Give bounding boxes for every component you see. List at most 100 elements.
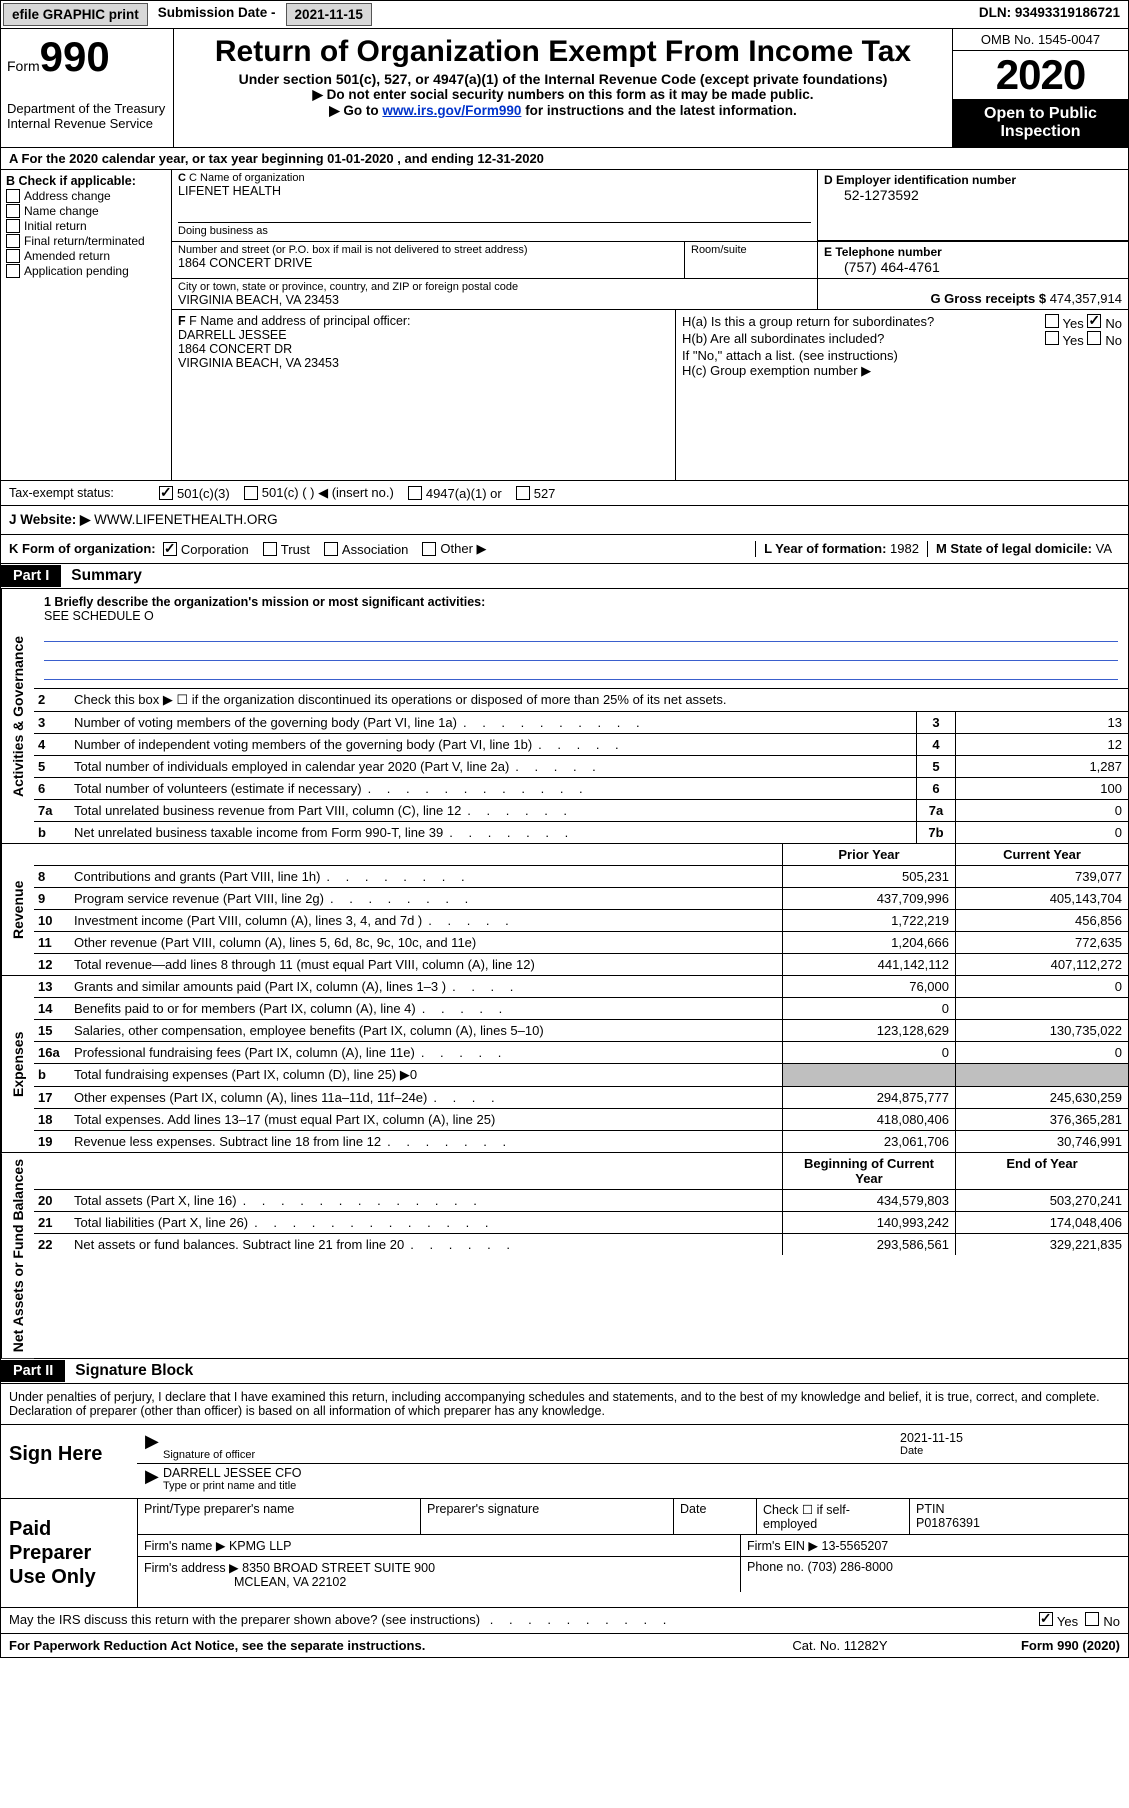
irs-link[interactable]: www.irs.gov/Form990 [382,103,521,118]
note-ssn: ▶ Do not enter social security numbers o… [182,87,944,103]
sig-date: 2021-11-15 [900,1431,1120,1445]
tax-501c3-checkbox[interactable] [159,486,173,500]
form-title: Return of Organization Exempt From Incom… [182,35,944,69]
omb-number: OMB No. 1545-0047 [953,29,1128,51]
check-address-change[interactable]: Address change [6,189,166,203]
col-d-e: D Employer identification number 52-1273… [817,170,1128,241]
line-12: Total revenue—add lines 8 through 11 (mu… [70,954,782,975]
firm-phone-value: (703) 286-8000 [807,1560,892,1574]
preparer-selfemp[interactable]: Check ☐ if self-employed [757,1499,910,1534]
officer-typed-name: DARRELL JESSEE CFO [163,1466,1120,1480]
paperwork-notice: For Paperwork Reduction Act Notice, see … [9,1638,740,1653]
tax-4947-checkbox[interactable] [408,486,422,500]
row-k: K Form of organization: Corporation Trus… [1,535,1128,564]
hb-label: H(b) Are all subordinates included? [682,331,1045,348]
ha-label: H(a) Is this a group return for subordin… [682,314,1045,331]
k-assoc-checkbox[interactable] [324,542,338,556]
form-subtitle: Under section 501(c), 527, or 4947(a)(1)… [182,71,944,87]
dept-text: Department of the Treasury Internal Reve… [7,101,167,131]
phone-value: (757) 464-4761 [824,259,1122,275]
part2-header: Part II Signature Block [1,1359,1128,1384]
col-c-org: C C Name of organization LIFENET HEALTH … [172,170,1128,480]
form-ref: Form 990 (2020) [940,1638,1120,1653]
ha-yes-checkbox[interactable] [1045,314,1059,328]
submission-date: 2021-11-15 [286,3,372,26]
form-number: Form990 [7,33,167,81]
check-application-pending[interactable]: Application pending [6,264,166,278]
hb-yes-checkbox[interactable] [1045,331,1059,345]
line-17: Other expenses (Part IX, column (A), lin… [70,1087,782,1108]
dba-label: Doing business as [178,225,811,237]
line-5: Total number of individuals employed in … [70,756,916,777]
discuss-yes-checkbox[interactable] [1039,1612,1053,1626]
firm-ein-value: 13-5565207 [822,1539,889,1553]
header-right: OMB No. 1545-0047 2020 Open to Public In… [952,29,1128,147]
header-left: Form990 Department of the Treasury Inter… [1,29,174,147]
phone-label: E Telephone number [824,245,1122,259]
gross-receipts-label: G Gross receipts $ [930,291,1046,306]
k-corp-checkbox[interactable] [163,542,177,556]
note-link: ▶ Go to www.irs.gov/Form990 for instruct… [182,103,944,119]
line-8: Contributions and grants (Part VIII, lin… [70,866,782,887]
hb-no-checkbox[interactable] [1087,331,1101,345]
sign-arrow-icon: ▶ [145,1431,163,1461]
row-a-taxyear: A For the 2020 calendar year, or tax yea… [1,148,1128,170]
vtab-expenses: Expenses [1,976,34,1152]
tax-501c-checkbox[interactable] [244,486,258,500]
section-revenue: Revenue Prior YearCurrent Year 8Contribu… [1,844,1128,976]
line-21: Total liabilities (Part X, line 26). . .… [70,1212,782,1233]
efile-print-button[interactable]: efile GRAPHIC print [3,3,148,26]
check-amended-return[interactable]: Amended return [6,249,166,263]
footer: For Paperwork Reduction Act Notice, see … [1,1634,1128,1657]
prior-year-header: Prior Year [782,844,955,865]
h-note: If "No," attach a list. (see instruction… [682,348,1122,363]
state-domicile: VA [1096,541,1112,556]
top-bar: efile GRAPHIC print Submission Date - 20… [1,1,1128,29]
k-other-checkbox[interactable] [422,542,436,556]
end-year-header: End of Year [955,1153,1128,1189]
addr-value: 1864 CONCERT DRIVE [178,256,678,270]
form-header: Form990 Department of the Treasury Inter… [1,29,1128,148]
officer-addr1: 1864 CONCERT DR [178,342,669,356]
room-suite: Room/suite [684,242,817,278]
ha-no-checkbox[interactable] [1087,314,1101,328]
paid-preparer-section: Paid Preparer Use Only Print/Type prepar… [1,1499,1128,1608]
k-label: K Form of organization: [9,541,156,557]
check-initial-return[interactable]: Initial return [6,219,166,233]
line-7a: Total unrelated business revenue from Pa… [70,800,916,821]
check-name-change[interactable]: Name change [6,204,166,218]
mission-block: 1 Briefly describe the organization's mi… [34,589,1128,689]
line-20: Total assets (Part X, line 16). . . . . … [70,1190,782,1211]
part1-header: Part I Summary [1,564,1128,589]
tax-status-label: Tax-exempt status: [9,486,159,500]
website-label: J Website: ▶ [9,512,90,527]
hc-label: H(c) Group exemption number ▶ [682,363,1122,379]
line-15: Salaries, other compensation, employee b… [70,1020,782,1041]
line-16a: Professional fundraising fees (Part IX, … [70,1042,782,1063]
tax-527-checkbox[interactable] [516,486,530,500]
firm-name-label: Firm's name ▶ [144,1539,225,1553]
cat-no: Cat. No. 11282Y [740,1638,940,1653]
k-trust-checkbox[interactable] [263,542,277,556]
discuss-row: May the IRS discuss this return with the… [1,1608,1128,1634]
col-b-label: B Check if applicable: [6,174,166,188]
line-7b-value: 0 [955,822,1128,843]
line-9: Program service revenue (Part VIII, line… [70,888,782,909]
part2-title: Signature Block [65,1359,203,1383]
ein-label: D Employer identification number [824,173,1122,187]
addr-label: Number and street (or P.O. box if mail i… [178,244,678,256]
line-3-value: 13 [955,712,1128,733]
check-final-return[interactable]: Final return/terminated [6,234,166,248]
ptin-label: PTIN [916,1502,944,1516]
submission-date-label: Submission Date - [150,1,284,28]
line-11: Other revenue (Part VIII, column (A), li… [70,932,782,953]
dln: DLN: 93493319186721 [971,1,1128,28]
line-13: Grants and similar amounts paid (Part IX… [70,976,782,997]
officer-name: DARRELL JESSEE [178,328,669,342]
firm-addr-label: Firm's address ▶ [144,1561,239,1575]
section-expenses: Expenses 13Grants and similar amounts pa… [1,976,1128,1153]
discuss-no-checkbox[interactable] [1085,1612,1099,1626]
gross-receipts-value: 474,357,914 [1050,291,1122,306]
header-mid: Return of Organization Exempt From Incom… [174,29,952,147]
sign-here-label: Sign Here [1,1425,117,1498]
